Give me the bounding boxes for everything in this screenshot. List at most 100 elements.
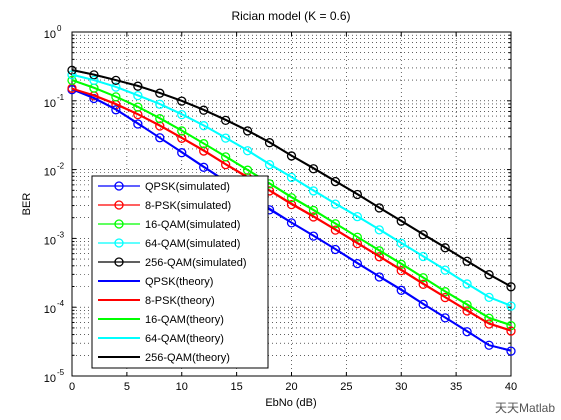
data-point bbox=[286, 218, 297, 228]
data-point bbox=[177, 148, 187, 158]
y-tick-base: 10 bbox=[44, 98, 56, 110]
data-point bbox=[462, 300, 472, 310]
legend-label: QPSK(simulated) bbox=[145, 181, 230, 193]
data-point bbox=[155, 133, 165, 143]
y-tick-exponent: -4 bbox=[57, 299, 65, 308]
y-tick-label: 10 bbox=[44, 373, 56, 385]
series-line bbox=[71, 79, 512, 327]
y-axis-label: BER bbox=[21, 193, 33, 216]
data-point bbox=[242, 146, 253, 156]
x-tick-label: 5 bbox=[124, 381, 130, 393]
y-tick-exponent: -5 bbox=[57, 368, 65, 377]
data-point bbox=[111, 105, 121, 115]
data-point bbox=[67, 75, 77, 86]
data-point bbox=[484, 270, 494, 280]
legend-label: 8-PSK(theory) bbox=[145, 295, 215, 307]
legend-label: 256-QAM(theory) bbox=[145, 352, 230, 364]
data-point bbox=[352, 189, 363, 200]
y-tick-exponent: -2 bbox=[57, 162, 65, 171]
y-tick-exponent: 0 bbox=[57, 24, 62, 33]
y-tick-exponent: -1 bbox=[57, 93, 65, 102]
data-point bbox=[440, 313, 450, 323]
data-point bbox=[506, 282, 516, 292]
data-point bbox=[440, 243, 450, 253]
x-axis-label: EbNo (dB) bbox=[265, 397, 316, 409]
data-point bbox=[374, 225, 384, 235]
legend-marker bbox=[114, 219, 124, 229]
data-point bbox=[396, 216, 406, 226]
data-point bbox=[177, 109, 187, 120]
x-tick-label: 0 bbox=[69, 381, 75, 393]
series-line bbox=[71, 87, 512, 332]
data-point bbox=[440, 265, 450, 275]
data-point bbox=[220, 115, 231, 125]
series-line bbox=[71, 69, 512, 288]
data-point bbox=[352, 232, 363, 242]
data-point bbox=[352, 212, 363, 222]
data-point bbox=[374, 272, 384, 282]
series-line bbox=[71, 88, 512, 352]
data-point bbox=[199, 162, 209, 172]
data-point bbox=[133, 90, 143, 101]
data-point bbox=[330, 199, 341, 209]
data-point bbox=[308, 205, 319, 216]
x-tick-label: 35 bbox=[450, 381, 462, 393]
data-point bbox=[330, 176, 341, 187]
chart-title: Rician model (K = 0.6) bbox=[231, 9, 350, 23]
data-point bbox=[133, 119, 143, 129]
y-tick-base: 10 bbox=[44, 167, 56, 179]
x-tick-label: 40 bbox=[505, 381, 517, 393]
legend-label: 16-QAM(simulated) bbox=[145, 219, 240, 231]
data-point bbox=[418, 273, 428, 283]
watermark: 天天Matlab bbox=[495, 401, 555, 415]
data-point bbox=[484, 292, 494, 303]
data-point bbox=[396, 238, 406, 248]
data-point bbox=[462, 327, 472, 337]
data-point bbox=[286, 193, 297, 203]
legend-label: 64-QAM(simulated) bbox=[145, 238, 240, 250]
data-point bbox=[462, 306, 472, 316]
x-tick-label: 20 bbox=[285, 381, 297, 393]
legend-marker bbox=[114, 257, 124, 267]
data-point bbox=[308, 164, 319, 174]
data-point bbox=[133, 102, 143, 112]
y-tick-label: 10 bbox=[44, 235, 56, 247]
y-tick-label: 10 bbox=[44, 29, 56, 41]
data-point bbox=[111, 82, 121, 92]
y-tick-exponent: -3 bbox=[57, 230, 65, 239]
data-point bbox=[308, 186, 319, 196]
y-tick-base: 10 bbox=[44, 304, 56, 316]
data-point bbox=[155, 99, 165, 109]
legend-label: 8-PSK(simulated) bbox=[145, 200, 231, 212]
data-point bbox=[264, 138, 275, 148]
legend-marker bbox=[114, 181, 124, 191]
data-point bbox=[506, 346, 516, 356]
data-point bbox=[242, 126, 253, 136]
data-point bbox=[199, 105, 209, 115]
data-point bbox=[220, 152, 231, 162]
data-point bbox=[330, 244, 341, 255]
x-tick-label: 15 bbox=[231, 381, 243, 393]
legend-label: 16-QAM(theory) bbox=[145, 314, 224, 326]
x-tick-label: 30 bbox=[395, 381, 407, 393]
data-point bbox=[396, 259, 406, 269]
data-point bbox=[286, 172, 297, 183]
data-point bbox=[177, 126, 187, 136]
y-tick-label: 10 bbox=[44, 98, 56, 110]
data-point bbox=[286, 199, 297, 210]
data-point bbox=[506, 301, 516, 311]
data-point bbox=[374, 252, 384, 262]
data-point bbox=[352, 258, 363, 269]
y-tick-base: 10 bbox=[44, 29, 56, 41]
data-point bbox=[440, 292, 450, 303]
y-tick-base: 10 bbox=[44, 235, 56, 247]
data-point bbox=[352, 238, 363, 249]
legend-label: 64-QAM(theory) bbox=[145, 333, 224, 345]
data-point bbox=[418, 230, 428, 240]
data-point bbox=[396, 285, 406, 295]
legend-label: 256-QAM(simulated) bbox=[145, 257, 246, 269]
data-point bbox=[155, 88, 165, 98]
data-point bbox=[462, 256, 472, 266]
data-point bbox=[155, 114, 165, 124]
